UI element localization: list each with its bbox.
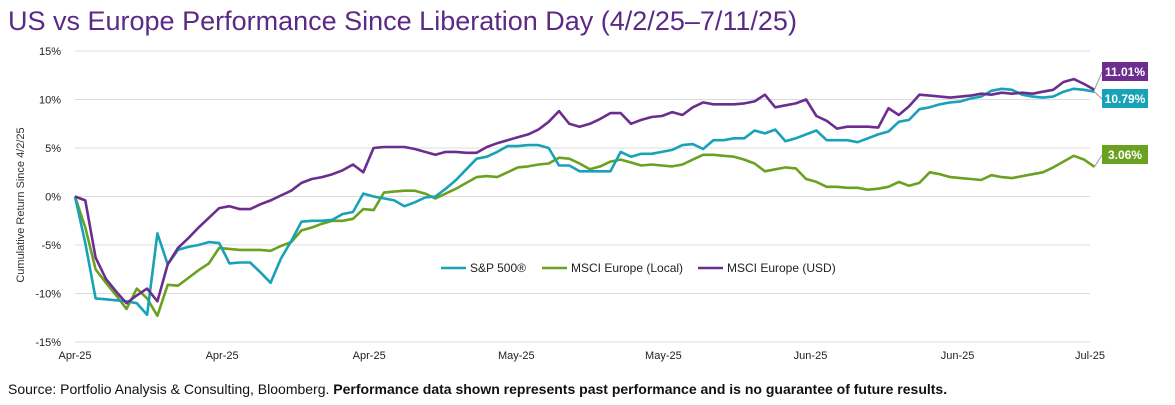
y-axis-label: Cumulative Return Since 4/2/25 [15,127,27,282]
end-label-box [1102,89,1148,108]
source-note: Source: Portfolio Analysis & Consulting,… [8,381,947,397]
legend: S&P 500® MSCI Europe (Local) MSCI Europe (… [441,261,836,275]
series-line [73,87,1095,317]
end-label-connector [1093,154,1103,168]
y-tick-label: 10% [39,95,61,107]
y-tick-label: -15% [35,337,61,349]
y-tick-label: -5% [41,240,61,252]
x-tick-label: Apr-25 [206,350,239,362]
source-text: Source: Portfolio Analysis & Consulting,… [8,381,330,397]
y-tick-label: 5% [45,143,61,155]
legend-label: MSCI Europe (USD) [727,261,836,275]
y-tick-label: 15% [39,46,61,58]
x-tick-label: Jun-25 [941,350,975,362]
end-label-value: 10.79% [1105,92,1146,106]
end-label-connector [1093,71,1103,90]
chart-title: US vs Europe Performance Since Liberatio… [8,6,797,36]
x-axis: Apr-25 Apr-25 Apr-25 May-25 May-25 Jun-25 Jun-… [58,350,1105,362]
legend-label: S&P 500® [470,261,526,275]
end-labels: 10.79% 3.06% 11.01% [1093,62,1148,168]
end-label-box [1102,62,1148,81]
end-label-value: 11.01% [1105,65,1145,79]
line-chart: -15%-10%-5%0%5%10%15% Apr-25 Apr-25 Apr-25… [15,46,1148,362]
gridlines [75,50,1090,343]
x-tick-label: May-25 [645,350,682,362]
x-tick-label: May-25 [498,350,535,362]
series-line [73,153,1096,318]
x-tick-label: Jun-25 [794,350,828,362]
end-label-value: 3.06% [1108,148,1142,162]
end-label-connector [1094,91,1103,100]
series-lines [73,77,1096,318]
x-tick-label: Apr-25 [58,350,91,362]
series-line [74,77,1096,305]
legend-label: MSCI Europe (Local) [571,261,683,275]
disclaimer-text: Performance data shown represents past p… [333,381,948,397]
end-label-box [1102,145,1148,164]
y-tick-label: 0% [45,192,61,204]
y-tick-label: -10% [35,289,61,301]
y-axis: -15% -10% -5% 0% 5% 10% 15% [35,46,61,349]
x-tick-label: Jul-25 [1075,350,1105,362]
x-tick-label: Apr-25 [353,350,386,362]
